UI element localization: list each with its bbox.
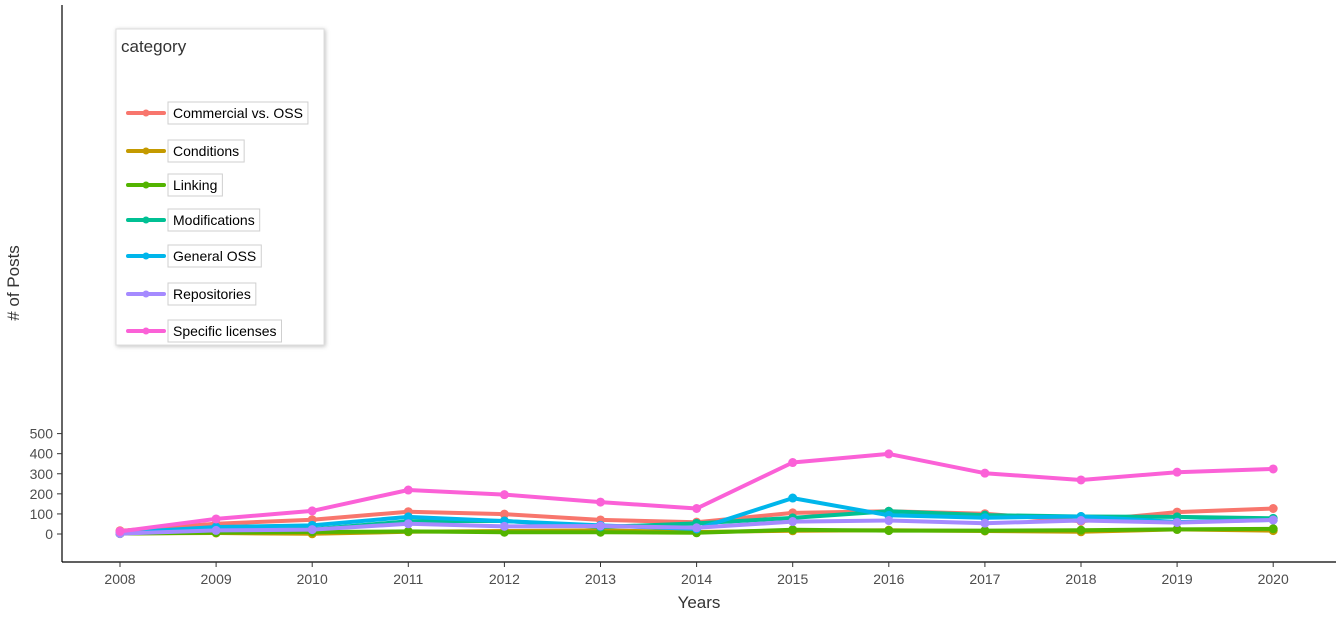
legend: category Commercial vs. OSS Conditions Lin… [115, 28, 325, 346]
data-point [884, 449, 894, 459]
data-point [692, 503, 702, 513]
legend-swatch-point [142, 147, 150, 155]
x-tick-label: 2017 [969, 571, 1000, 587]
data-point [403, 512, 413, 522]
data-point [307, 506, 317, 516]
x-tick-label: 2012 [489, 571, 520, 587]
legend-item: Conditions [126, 139, 245, 163]
data-point [211, 514, 221, 524]
series-specific-licenses [115, 449, 1278, 536]
data-point [499, 521, 509, 531]
y-tick-label: 300 [30, 466, 54, 482]
legend-label-box [167, 208, 261, 232]
legend-label-box [167, 101, 309, 125]
data-point [403, 519, 413, 529]
x-tick-label: 2013 [585, 571, 616, 587]
data-point [788, 493, 798, 503]
legend-swatch-point [142, 290, 150, 298]
legend-item: Repositories [126, 282, 257, 306]
legend-item: Modifications [126, 208, 261, 232]
data-point [884, 516, 894, 526]
legend-title: category [121, 37, 187, 56]
legend-item: General OSS [126, 244, 262, 268]
legend-label: General OSS [173, 248, 256, 264]
x-tick-label: 2014 [681, 571, 712, 587]
y-tick-label: 100 [30, 506, 54, 522]
data-point [307, 525, 317, 535]
data-point [980, 468, 990, 478]
legend-swatch-point [142, 216, 150, 224]
data-point [403, 526, 413, 536]
y-tick-label: 400 [30, 446, 54, 462]
x-tick-label: 2015 [777, 571, 808, 587]
legend-label: Commercial vs. OSS [173, 105, 303, 121]
data-point [403, 485, 413, 495]
x-tick-label: 2008 [104, 571, 135, 587]
data-point [596, 521, 605, 531]
x-tick-label: 2020 [1258, 571, 1289, 587]
legend-items: Commercial vs. OSS Conditions Linking Modif… [126, 101, 309, 343]
y-axis-title: # of Posts [4, 245, 23, 321]
data-point [1172, 467, 1182, 477]
legend-item: Commercial vs. OSS [126, 101, 309, 125]
x-tick-label: 2019 [1162, 571, 1193, 587]
axes [61, 5, 1336, 563]
data-point [1268, 524, 1278, 534]
x-tick-label: 2011 [393, 571, 423, 587]
data-point [211, 525, 221, 535]
legend-label-box [167, 173, 223, 197]
data-point [499, 490, 509, 500]
data-point [1172, 518, 1182, 528]
x-tick-label: 2018 [1065, 571, 1096, 587]
legend-label: Specific licenses [173, 323, 277, 339]
legend-label-box [167, 282, 257, 306]
data-point [1076, 475, 1086, 485]
data-point [1076, 525, 1086, 535]
data-point [788, 458, 798, 468]
legend-swatch-point [142, 109, 150, 117]
series-layer [115, 449, 1278, 539]
data-point [1268, 503, 1278, 513]
x-ticks: 2008 2009 2010 2011 2012 2013 2014 2015 2016 2017… [104, 562, 1289, 587]
x-tick-label: 2016 [873, 571, 904, 587]
legend-label: Modifications [173, 212, 255, 228]
legend-label: Conditions [173, 143, 239, 159]
data-point [1076, 516, 1086, 526]
data-point [788, 517, 798, 527]
legend-label: Linking [173, 177, 217, 193]
data-point [1268, 515, 1278, 525]
y-tick-label: 200 [30, 486, 54, 502]
data-point [115, 526, 125, 536]
data-point [692, 523, 702, 533]
legend-item: Linking [126, 173, 223, 197]
data-point [1268, 464, 1278, 474]
data-point [884, 526, 894, 536]
x-tick-label: 2010 [297, 571, 328, 587]
data-point [788, 525, 798, 535]
x-tick-label: 2009 [201, 571, 232, 587]
data-point [980, 526, 990, 536]
data-point [499, 509, 509, 519]
legend-label: Repositories [173, 286, 251, 302]
y-tick-label: 500 [30, 426, 54, 442]
legend-swatch-point [142, 327, 150, 335]
y-tick-label: 0 [45, 526, 53, 542]
legend-label-box [167, 139, 245, 163]
data-point [1172, 524, 1182, 534]
series-repositories [115, 515, 1278, 539]
legend-label-box [167, 319, 282, 343]
data-point [596, 497, 605, 507]
data-point [980, 518, 990, 528]
x-axis-title: Years [678, 593, 721, 612]
legend-label-box [167, 244, 262, 268]
y-ticks: 0 100 200 300 400 500 [30, 426, 62, 542]
legend-item: Specific licenses [126, 319, 282, 343]
legend-swatch-point [142, 252, 150, 260]
legend-swatch-point [142, 181, 150, 189]
